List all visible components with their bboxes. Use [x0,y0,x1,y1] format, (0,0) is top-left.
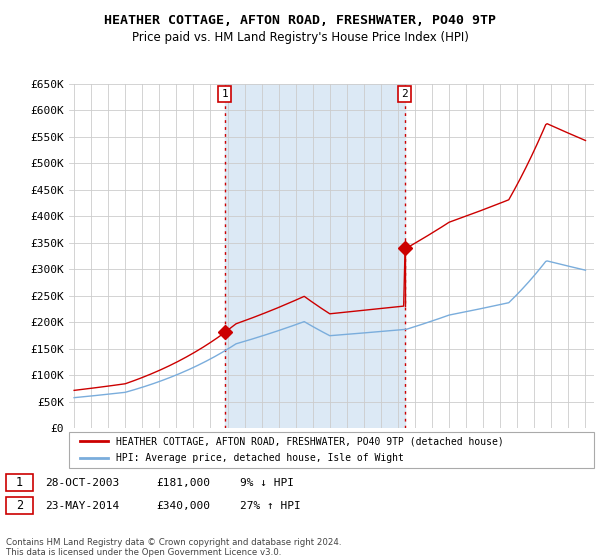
Text: HEATHER COTTAGE, AFTON ROAD, FRESHWATER, PO40 9TP (detached house): HEATHER COTTAGE, AFTON ROAD, FRESHWATER,… [116,436,504,446]
Text: HPI: Average price, detached house, Isle of Wight: HPI: Average price, detached house, Isle… [116,454,404,464]
Text: 27% ↑ HPI: 27% ↑ HPI [240,501,301,511]
Text: Contains HM Land Registry data © Crown copyright and database right 2024.
This d: Contains HM Land Registry data © Crown c… [6,538,341,557]
Text: Price paid vs. HM Land Registry's House Price Index (HPI): Price paid vs. HM Land Registry's House … [131,31,469,44]
Text: £340,000: £340,000 [156,501,210,511]
Text: 2: 2 [16,499,23,512]
FancyBboxPatch shape [69,432,594,468]
Text: 1: 1 [16,476,23,489]
Text: HEATHER COTTAGE, AFTON ROAD, FRESHWATER, PO40 9TP: HEATHER COTTAGE, AFTON ROAD, FRESHWATER,… [104,14,496,27]
Bar [224,84,404,428]
Text: £181,000: £181,000 [156,478,210,488]
Text: 9% ↓ HPI: 9% ↓ HPI [240,478,294,488]
Text: 2: 2 [401,89,408,99]
Text: 28-OCT-2003: 28-OCT-2003 [45,478,119,488]
FancyBboxPatch shape [6,474,33,491]
Text: 23-MAY-2014: 23-MAY-2014 [45,501,119,511]
FancyBboxPatch shape [6,497,33,514]
Text: 1: 1 [221,89,228,99]
